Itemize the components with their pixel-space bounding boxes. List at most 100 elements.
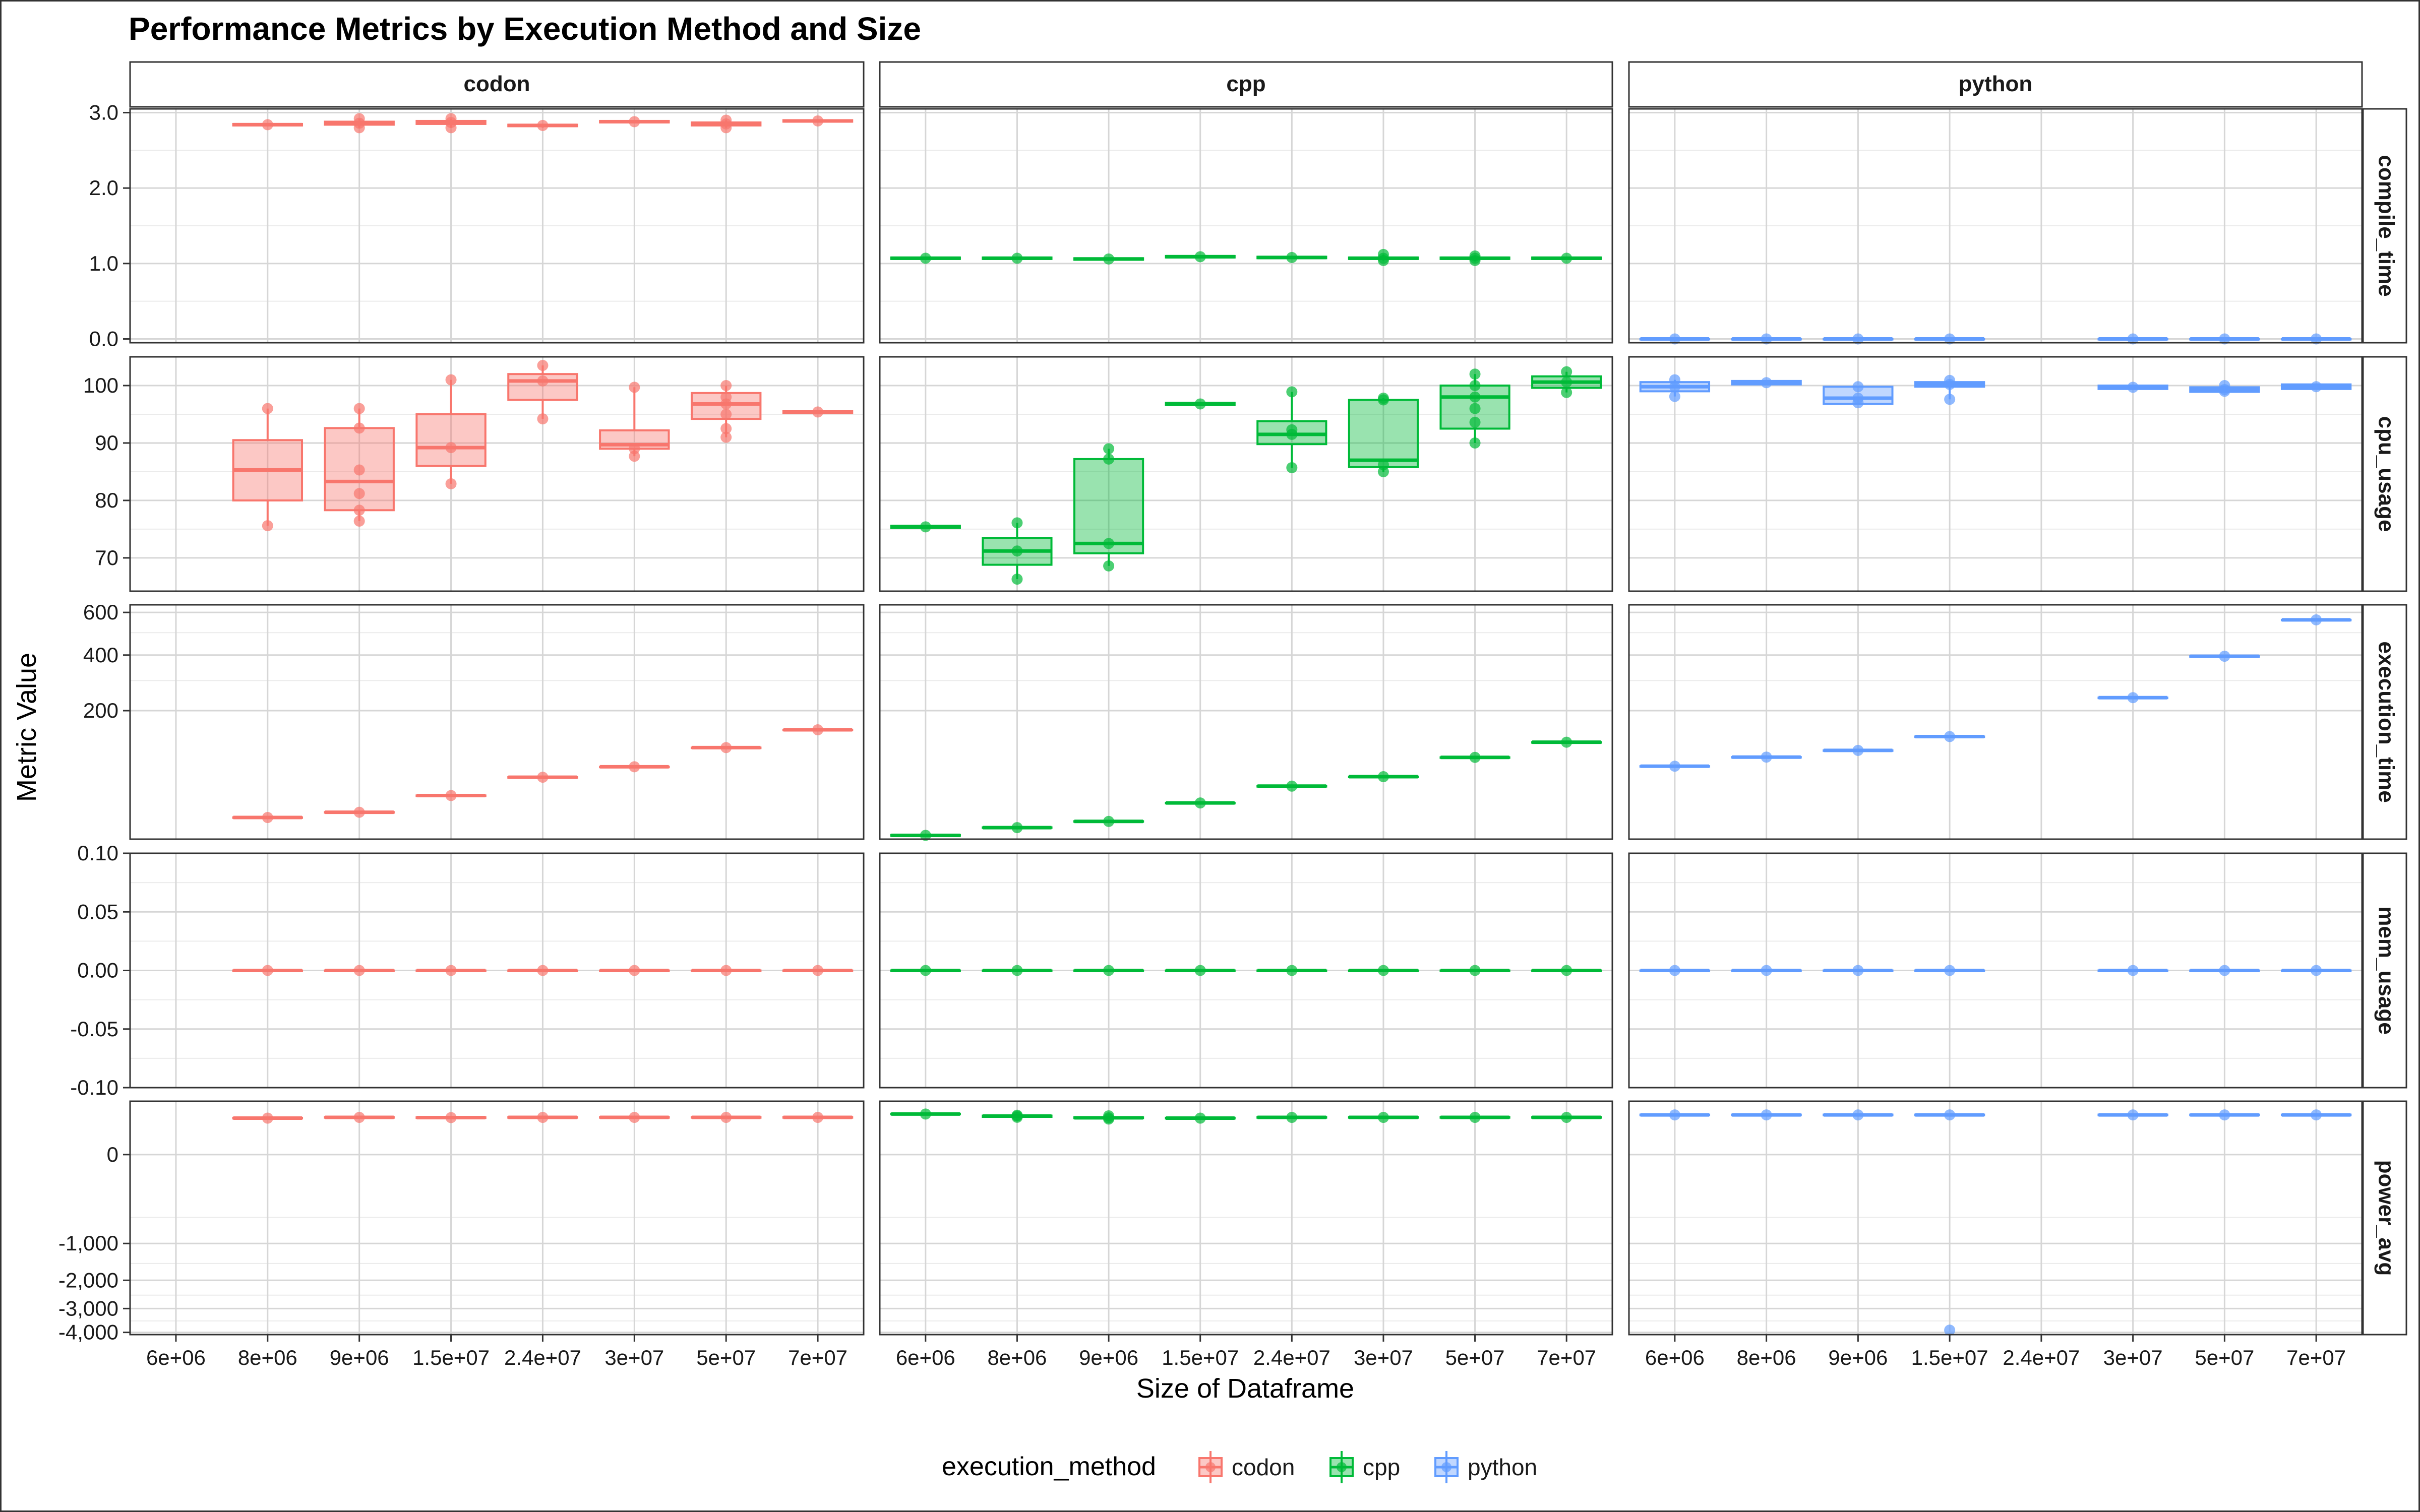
data-point [1103, 443, 1115, 455]
data-point [1377, 771, 1389, 783]
box-codon-mem_usage-2.4e+07 [507, 965, 578, 976]
box-python-execution_time-6e+06 [1639, 761, 1711, 772]
data-point [1944, 374, 1956, 386]
box-body [1348, 399, 1419, 468]
box-cpp-mem_usage-5e+07 [1439, 965, 1510, 976]
x-tick-label: 3e+07 [604, 1346, 664, 1369]
data-point [262, 520, 273, 532]
data-point [1286, 965, 1298, 976]
box-codon-cpu_usage-2.4e+07 [507, 360, 578, 425]
panel-border [129, 604, 865, 840]
box-cpp-execution_time-1.5e+07 [1165, 797, 1236, 809]
panel-border [1628, 852, 2363, 1089]
box-python-power_avg-5e+07 [2189, 1109, 2260, 1121]
y-tick-label: 70 [95, 546, 118, 570]
data-point [1561, 1112, 1572, 1123]
data-point [1194, 251, 1206, 263]
box-codon-compile_time-5e+07 [690, 114, 762, 134]
x-tick-label: 1.5e+07 [412, 1346, 490, 1369]
panel-bg [1629, 357, 2362, 591]
data-point [1852, 333, 1864, 345]
data-point [1103, 453, 1115, 465]
legend-label-cpp: cpp [1363, 1454, 1400, 1480]
box-python-cpu_usage-7e+07 [2280, 381, 2352, 393]
data-point [537, 965, 549, 976]
box-codon-compile_time-9e+06 [324, 113, 395, 134]
data-point [353, 403, 365, 414]
box-cpp-power_avg-3e+07 [1348, 1112, 1419, 1123]
box-cpp-compile_time-5e+07 [1439, 250, 1510, 266]
data-point [1286, 386, 1298, 398]
data-point [720, 423, 732, 434]
box-python-mem_usage-1.5e+07 [1914, 965, 1985, 976]
box-codon-mem_usage-8e+06 [232, 965, 304, 976]
data-point [1669, 391, 1680, 402]
y-tick-label: 0.10 [77, 841, 118, 865]
box-codon-cpu_usage-9e+06 [324, 403, 395, 527]
legend-key-codon [1198, 1451, 1223, 1483]
x-axis-label: Size of Dataframe [1136, 1373, 1354, 1404]
box-codon-power_avg-7e+07 [782, 1112, 854, 1123]
data-point [2127, 965, 2139, 976]
data-point [812, 115, 824, 127]
y-tick-label: 80 [95, 488, 118, 512]
data-point [2219, 1109, 2230, 1121]
panel-bg [130, 605, 864, 839]
box-python-power_avg-8e+06 [1731, 1109, 1802, 1121]
x-tick-label: 3e+07 [1354, 1346, 1413, 1369]
data-point [1011, 253, 1023, 264]
data-point [629, 382, 640, 393]
data-point [445, 1112, 457, 1123]
box-cpp-mem_usage-1.5e+07 [1165, 965, 1236, 976]
box-cpp-compile_time-3e+07 [1348, 248, 1419, 266]
x-tick-label: 2.4e+07 [1253, 1346, 1330, 1369]
data-point [262, 1112, 273, 1124]
x-tick-label: 7e+07 [788, 1346, 848, 1369]
box-codon-mem_usage-3e+07 [599, 965, 670, 976]
data-point [445, 374, 457, 386]
box-cpp-power_avg-9e+06 [1073, 1110, 1144, 1125]
x-tick-label: 1.5e+07 [1911, 1346, 1988, 1369]
box-cpp-execution_time-7e+07 [1531, 736, 1602, 748]
box-python-mem_usage-6e+06 [1639, 965, 1711, 976]
box-codon-cpu_usage-7e+07 [782, 406, 854, 418]
strip-execution_time [2362, 604, 2407, 840]
data-point [720, 408, 732, 420]
box-python-cpu_usage-6e+06 [1639, 374, 1711, 402]
panel-bg [1629, 605, 2362, 839]
box-codon-mem_usage-9e+06 [324, 965, 395, 976]
data-point [812, 406, 824, 418]
panel-border [879, 356, 1613, 592]
box-cpp-cpu_usage-7e+07 [1531, 366, 1602, 398]
box-cpp-cpu_usage-8e+06 [982, 517, 1053, 585]
data-point [1286, 462, 1298, 473]
data-point [1561, 387, 1572, 398]
legend: execution_method codon cpp python [942, 1451, 1537, 1483]
box-python-cpu_usage-9e+06 [1823, 381, 1894, 409]
box-python-compile_time-8e+06 [1731, 333, 1802, 345]
box-python-execution_time-1.5e+07 [1914, 731, 1985, 742]
panel-border [1628, 1100, 2363, 1336]
data-point [1377, 965, 1389, 976]
strip-label-cpp: cpp [1226, 72, 1265, 96]
data-point [1469, 751, 1481, 763]
box-cpp-execution_time-8e+06 [982, 822, 1053, 834]
data-point [445, 442, 457, 454]
panel-border [129, 108, 865, 344]
data-point [262, 119, 273, 131]
box-cpp-power_avg-7e+07 [1531, 1112, 1602, 1123]
data-point [1469, 965, 1481, 976]
data-point [537, 413, 549, 425]
data-point [2127, 382, 2139, 393]
data-point [2127, 1109, 2139, 1121]
data-point [1669, 965, 1680, 976]
box-cpp-mem_usage-9e+06 [1073, 965, 1144, 976]
box-cpp-compile_time-9e+06 [1073, 253, 1144, 265]
data-point [1103, 560, 1115, 572]
data-point [1561, 736, 1572, 748]
box-python-execution_time-3e+07 [2097, 692, 2168, 704]
box-python-power_avg-7e+07 [2280, 1109, 2352, 1121]
box-cpp-cpu_usage-3e+07 [1348, 393, 1419, 477]
